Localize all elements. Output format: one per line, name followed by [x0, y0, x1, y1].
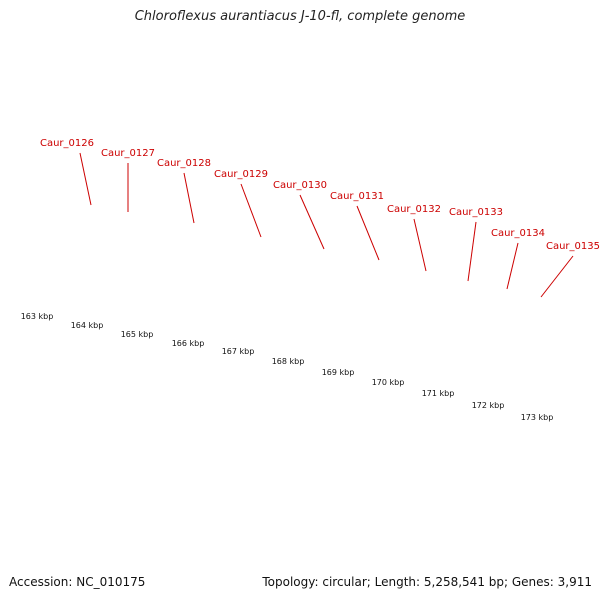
- locus-leader-line: [79, 152, 92, 206]
- locus-label[interactable]: Caur_0128: [157, 158, 211, 169]
- kbp-scale-label: 167 kbp: [222, 347, 255, 356]
- locus-label[interactable]: Caur_0134: [491, 228, 545, 239]
- kbp-scale-label: 168 kbp: [272, 357, 305, 366]
- kbp-scale-label: 169 kbp: [322, 368, 355, 377]
- accession-label: Accession: NC_010175: [9, 575, 146, 589]
- locus-label[interactable]: Caur_0127: [101, 148, 155, 159]
- locus-label[interactable]: Caur_0132: [387, 204, 441, 215]
- kbp-scale-label: 171 kbp: [422, 389, 455, 398]
- locus-leader-line: [540, 255, 574, 298]
- locus-leader-line: [506, 242, 519, 290]
- locus-leader-line: [183, 172, 195, 224]
- kbp-scale-label: 166 kbp: [172, 339, 205, 348]
- locus-label[interactable]: Caur_0130: [273, 180, 327, 191]
- locus-leader-line: [467, 221, 477, 282]
- locus-label[interactable]: Caur_0129: [214, 169, 268, 180]
- kbp-scale-layer: 163 kbp 164 kbp 165 kbp 166 kbp 167 kbp 168 k…: [21, 312, 554, 422]
- locus-leader-line: [413, 218, 427, 272]
- locus-leader-line: [299, 194, 325, 250]
- locus-leader-line: [356, 205, 380, 261]
- locus-leader-line: [240, 183, 262, 238]
- kbp-scale-label: 170 kbp: [372, 378, 405, 387]
- locus-label[interactable]: Caur_0131: [330, 191, 384, 202]
- map-title: Chloroflexus aurantiacus J-10-fl, comple…: [134, 9, 466, 24]
- kbp-scale-label: 164 kbp: [71, 321, 104, 330]
- locus-label[interactable]: Caur_0133: [449, 207, 503, 218]
- kbp-scale-label: 173 kbp: [521, 413, 554, 422]
- kbp-scale-label: 163 kbp: [21, 312, 54, 321]
- kbp-scale-label: 165 kbp: [121, 330, 154, 339]
- locus-label[interactable]: Caur_0135: [546, 241, 600, 252]
- genome-summary: Topology: circular; Length: 5,258,541 bp…: [262, 575, 592, 589]
- kbp-scale-label: 172 kbp: [472, 401, 505, 410]
- locus-label[interactable]: Caur_0126: [40, 138, 94, 149]
